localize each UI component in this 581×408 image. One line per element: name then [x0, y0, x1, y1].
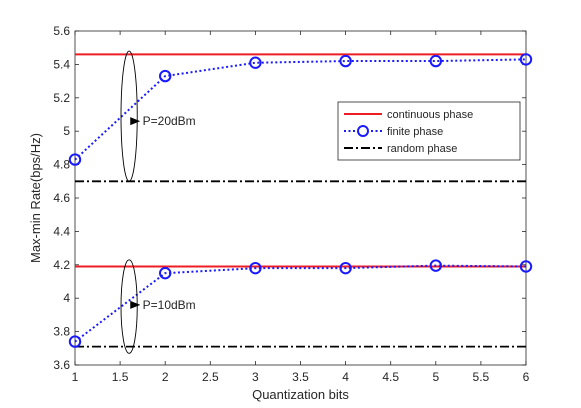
- y-tick-label: 5.2: [53, 91, 70, 105]
- legend: continuous phase finite phase random phase: [337, 101, 521, 161]
- x-tick-label: 2: [162, 370, 169, 384]
- x-tick-label: 4: [342, 370, 349, 384]
- data-point: [339, 261, 352, 275]
- data-point: [249, 56, 262, 69]
- y-tick-label: 3.6: [53, 358, 70, 372]
- data-point: [339, 54, 352, 68]
- y-tick-label: 4: [63, 291, 70, 305]
- legend-label: random phase: [387, 143, 457, 155]
- data-point: [249, 261, 262, 275]
- x-tick-label: 5: [432, 370, 439, 384]
- y-tick-label: 4.2: [53, 258, 70, 272]
- x-tick-label: 3.5: [292, 370, 309, 384]
- x-tick-label: 4.5: [382, 370, 399, 384]
- series-line-finite-phase: [74, 264, 527, 343]
- data-point: [429, 259, 442, 272]
- y-tick-label: 4.6: [53, 191, 70, 205]
- x-tick-label: 2.5: [202, 370, 219, 384]
- axes-layer: 1 1.5 2 2.5 3 3.5 4 4.5 5 5.5 6 3.6 3.8 4 4.2 4.4 4.6 4.8…: [28, 24, 530, 402]
- annotation-label: P=10dBm: [143, 298, 196, 312]
- y-tick-label: 5.4: [53, 57, 70, 71]
- data-point: [68, 335, 82, 348]
- legend-label: continuous phase: [387, 109, 473, 121]
- data-point: [68, 153, 82, 166]
- x-tick-label: 1.5: [112, 370, 129, 384]
- data-point: [159, 69, 172, 83]
- x-tick-label: 1: [72, 370, 79, 384]
- series-line-finite-phase: [74, 58, 527, 161]
- y-tick-label: 3.8: [53, 325, 70, 339]
- legend-marker: [357, 125, 369, 137]
- x-tick-label: 3: [252, 370, 259, 384]
- y-tick-label: 5: [63, 124, 70, 138]
- x-tick-label: 6: [523, 370, 530, 384]
- annotation-layer: P=20dBm P=10dBm: [120, 50, 196, 354]
- data-point: [159, 266, 172, 280]
- annotation-ellipse: [120, 50, 138, 182]
- x-axis-title: Quantization bits: [252, 387, 349, 402]
- data-point: [519, 53, 533, 66]
- x-tick-label: 5.5: [473, 370, 490, 384]
- annotation-label: P=20dBm: [143, 114, 196, 128]
- series-layer: [68, 53, 533, 348]
- y-tick-label: 5.6: [53, 24, 70, 38]
- data-point: [429, 54, 442, 68]
- data-point: [519, 260, 533, 273]
- y-tick-label: 4.8: [53, 158, 70, 172]
- legend-label: finite phase: [387, 126, 443, 138]
- y-axis-title: Max-min Rate(bps/Hz): [28, 133, 43, 263]
- y-tick-label: 4.4: [53, 224, 70, 238]
